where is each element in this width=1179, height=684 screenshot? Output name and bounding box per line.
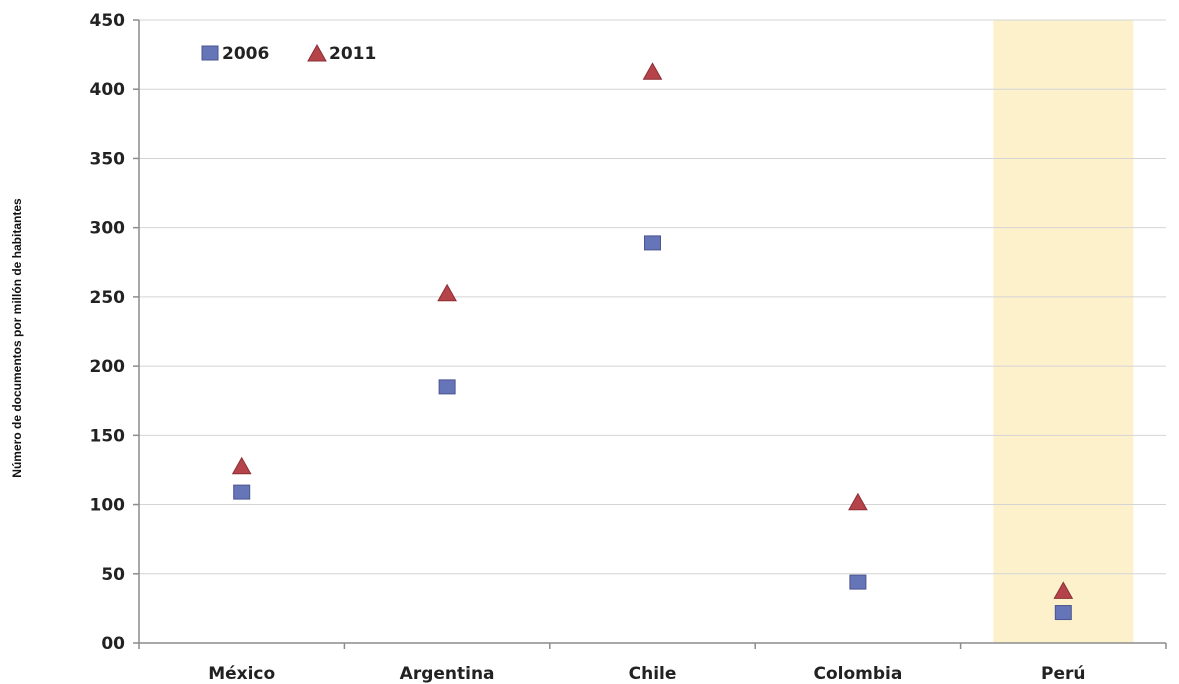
x-category-labels: México Argentina Chile Colombia Perú: [208, 664, 1085, 684]
marker-2011-Argentina: [437, 283, 457, 302]
data-markers: [231, 62, 1074, 621]
marker-2011-Chile: [642, 62, 663, 80]
legend-marker-2011: [307, 43, 327, 62]
legend-label-2006: 2006: [222, 44, 269, 64]
y-tick-label-200: 200: [90, 357, 126, 377]
category-label-3: Colombia: [813, 664, 902, 684]
y-tick-label-300: 300: [90, 219, 126, 239]
y-tick-label-150: 150: [90, 426, 126, 446]
y-tick-label-350: 350: [90, 149, 126, 169]
highlight-band-peru: [993, 20, 1134, 643]
marker-2006-Colombia: [849, 574, 867, 590]
y-tick-label-400: 400: [90, 80, 126, 100]
legend: 2006 2011: [201, 43, 376, 64]
marker-2011-México: [231, 456, 252, 475]
y-tick-label-50: 50: [101, 565, 125, 585]
y-axis-label: Número de documentos por millón de habit…: [10, 198, 24, 478]
marker-2006-Argentina: [438, 379, 456, 395]
y-tick-label-450: 450: [90, 11, 126, 31]
marker-2006-Perú: [1054, 605, 1072, 621]
category-label-1: Argentina: [400, 664, 495, 684]
y-tick-label-100: 100: [90, 496, 126, 516]
grid-lines: [139, 19, 1166, 575]
legend-label-2011: 2011: [329, 44, 376, 64]
marker-2011-Colombia: [848, 492, 868, 511]
marker-2011-Perú: [1053, 581, 1074, 599]
y-tick-label-250: 250: [90, 288, 126, 308]
highlight-layer: [993, 20, 1134, 643]
y-tick-label-0: 00: [101, 634, 125, 654]
category-label-0: México: [208, 664, 275, 684]
marker-2006-Chile: [644, 235, 661, 251]
marker-2006-México: [233, 484, 251, 500]
category-label-4: Perú: [1041, 664, 1085, 684]
axes: [133, 19, 1167, 649]
y-tick-labels: 00 50 100 150 200 250 300 350 400 450: [90, 11, 126, 654]
category-label-2: Chile: [629, 664, 677, 684]
legend-marker-2006: [201, 45, 219, 61]
